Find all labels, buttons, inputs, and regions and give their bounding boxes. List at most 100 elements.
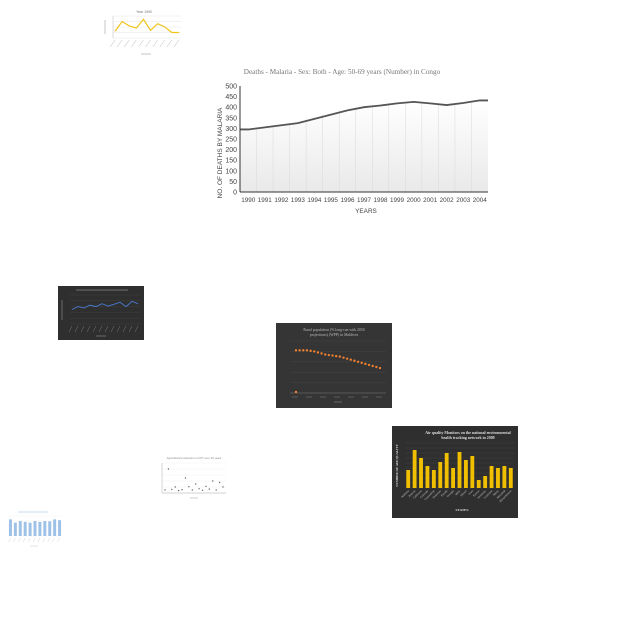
x-tick-label: Connecticut — [424, 489, 436, 501]
chart-title: Year 1990 — [136, 10, 152, 14]
chart-panel-dark-line — [58, 286, 144, 340]
data-point — [222, 486, 224, 488]
chart-title: health tracking network in 2009 — [441, 436, 494, 440]
chart-panel-mini-top: Year 1990 — [103, 8, 185, 58]
data-point — [356, 360, 360, 363]
data-point — [371, 364, 374, 368]
bar — [13, 522, 17, 536]
chart-title: Deaths - Malaria - Sex: Both - Age: 50-6… — [244, 68, 441, 76]
x-tick-label: 2001 — [423, 197, 438, 204]
data-point — [164, 489, 166, 491]
y-tick-label: 350 — [225, 115, 237, 122]
y-tick-label: 50 — [229, 179, 237, 186]
data-point — [191, 489, 193, 491]
bar — [476, 480, 481, 488]
bar — [419, 458, 423, 488]
chart-title: projections) (WPP) in Maldives — [310, 333, 359, 337]
series-area — [240, 100, 488, 192]
data-point — [171, 488, 173, 491]
data-point — [367, 363, 371, 367]
data-point — [313, 350, 316, 353]
chart-mini-line: Year 1990 — [104, 10, 181, 55]
bar — [406, 470, 411, 488]
x-tick-label: Kansas — [473, 490, 481, 498]
x-tick-label — [47, 537, 50, 543]
series-line — [240, 99, 488, 131]
x-tick-label — [23, 537, 26, 543]
x-tick-label: 1994 — [307, 197, 322, 204]
x-tick-label: 2004 — [473, 197, 488, 204]
bar — [33, 521, 37, 536]
chart-panel-agri: Agricultural production in FCT over 10 y… — [152, 455, 230, 500]
data-point — [188, 486, 190, 488]
x-tick-label: 1990 — [241, 197, 256, 204]
x-tick-label: 1996 — [340, 197, 355, 204]
x-tick-label: 1999 — [390, 197, 405, 204]
data-point — [298, 349, 301, 352]
data-point — [208, 488, 211, 490]
x-axis-label: STATES — [456, 508, 469, 512]
x-tick-label — [52, 537, 55, 543]
data-point — [334, 354, 338, 358]
bar — [412, 450, 417, 488]
chart-panel-mini-bar — [2, 508, 64, 550]
x-tick-label: 2003 — [456, 197, 471, 204]
data-point — [184, 477, 187, 479]
x-tick-label — [42, 537, 45, 543]
y-tick-label: 0 — [233, 190, 237, 197]
chart-agri-scatter: Agricultural production in FCT over 10 y… — [161, 456, 226, 499]
bar — [18, 521, 22, 536]
data-point — [320, 352, 323, 355]
chart-rural-scatter: Rural population (% long-run with 2050pr… — [290, 328, 386, 403]
x-tick-label — [128, 325, 133, 333]
x-tick-label: 2000 — [407, 197, 422, 204]
x-tick-label — [109, 39, 116, 48]
chart-panel-main: Deaths - Malaria - Sex: Both - Age: 50-6… — [208, 62, 498, 222]
x-tick-label — [37, 537, 41, 543]
x-tick-label: 1992 — [274, 197, 289, 204]
data-point — [305, 349, 309, 352]
x-tick-label: Colorado — [420, 489, 430, 499]
x-tick-label: Illinois — [460, 490, 468, 498]
x-tick-label — [116, 39, 123, 48]
x-tick-label — [98, 325, 103, 333]
data-point — [181, 489, 183, 491]
x-tick-label: 2002 — [440, 197, 455, 204]
x-tick-label — [86, 325, 91, 333]
data-point — [205, 485, 207, 488]
x-tick-label — [116, 325, 121, 333]
chart-panel-air: Air quality Monitors on the national env… — [392, 426, 518, 518]
bar — [508, 468, 513, 488]
x-tick-label — [92, 325, 97, 333]
x-tick-label: Delaware — [432, 489, 442, 499]
data-point — [302, 349, 305, 352]
bar — [425, 466, 430, 488]
bar — [38, 521, 42, 536]
x-tick-label: 1998 — [374, 197, 389, 204]
y-tick-label: 300 — [225, 126, 237, 133]
bar — [444, 453, 449, 488]
x-tick-label — [131, 39, 137, 48]
data-point — [342, 356, 345, 359]
x-tick-label — [80, 325, 85, 333]
data-point — [215, 489, 217, 491]
x-tick-label — [122, 325, 127, 333]
x-tick-label — [32, 537, 36, 543]
x-tick-label — [8, 537, 11, 543]
data-point — [177, 489, 180, 492]
bar — [8, 519, 12, 536]
bar — [496, 468, 500, 488]
bar — [28, 522, 32, 536]
data-point — [349, 358, 352, 361]
x-tick-label — [104, 325, 109, 333]
data-point — [338, 355, 342, 358]
data-point — [331, 354, 334, 357]
chart-dark-line — [61, 289, 140, 337]
bar — [483, 476, 488, 488]
x-tick-label: Georgia — [446, 489, 455, 498]
data-point — [364, 362, 367, 366]
data-point — [309, 349, 312, 353]
data-point — [212, 480, 214, 482]
bar — [438, 462, 443, 488]
x-tick-label — [68, 325, 73, 333]
